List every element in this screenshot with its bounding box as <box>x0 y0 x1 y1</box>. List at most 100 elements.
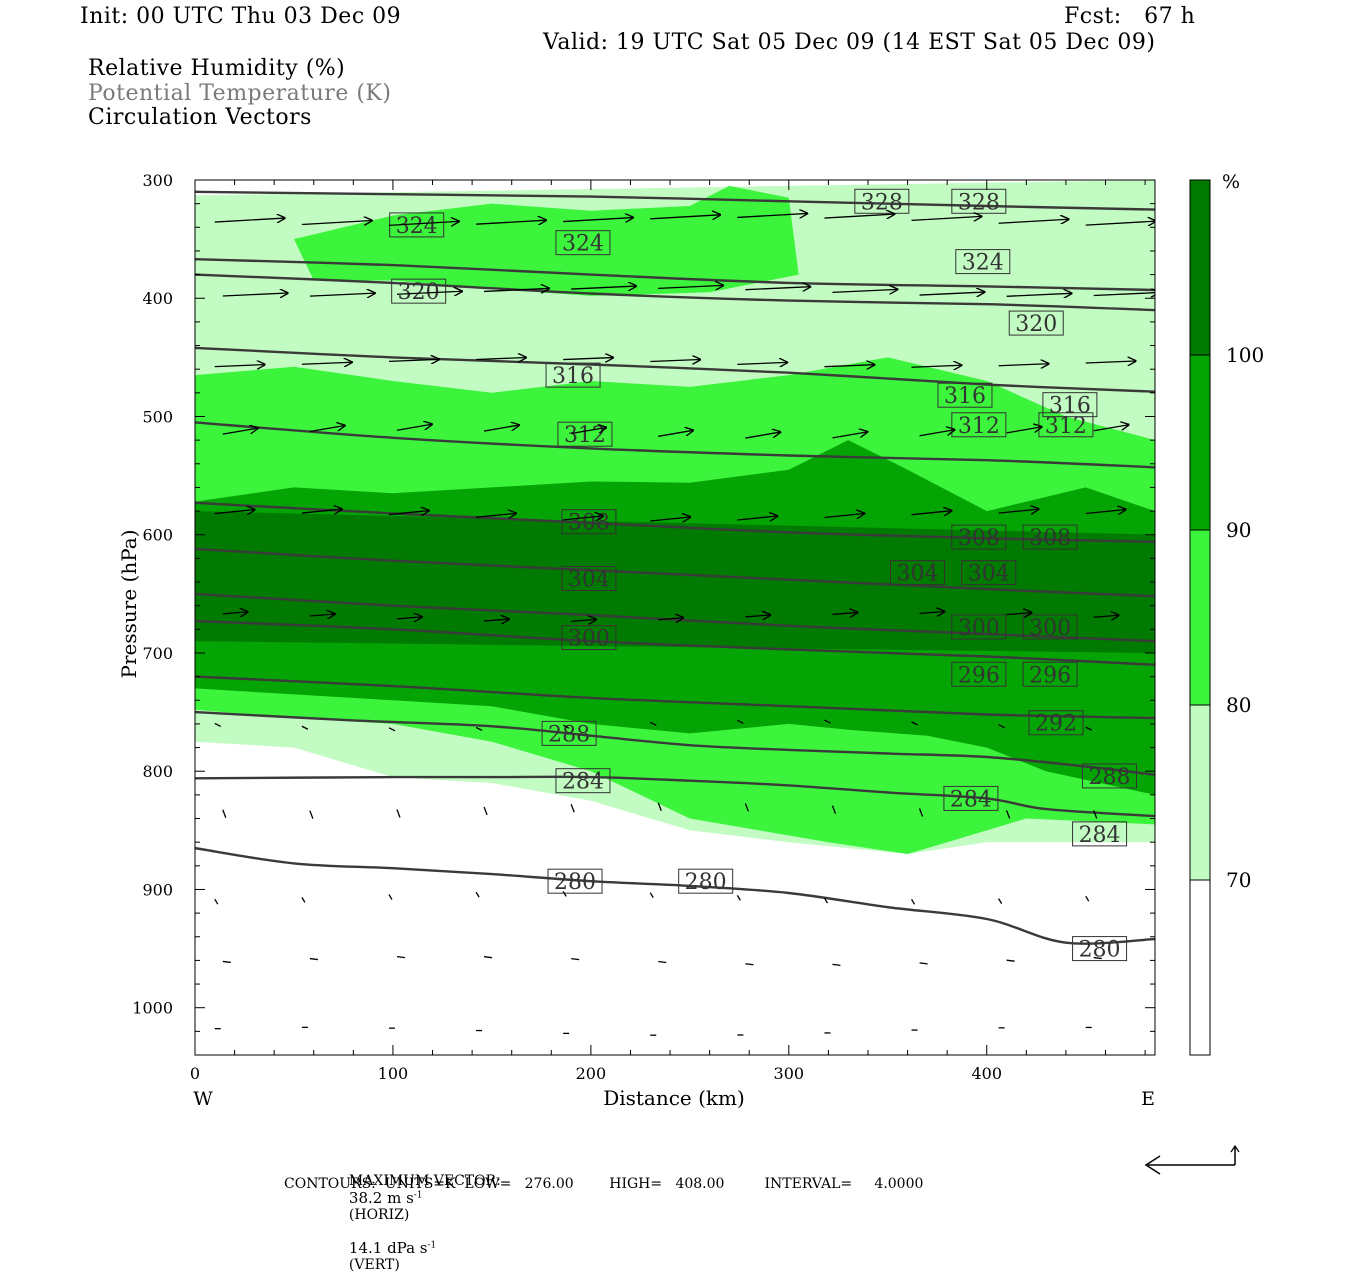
theta-label-304: 304 <box>961 560 1017 587</box>
theta-label-284: 284 <box>555 768 611 795</box>
theta-label-308: 308 <box>951 524 1007 551</box>
circulation-vector <box>650 517 690 521</box>
rh-region-100 <box>195 511 1155 653</box>
theta-label-304: 304 <box>889 560 945 587</box>
circulation-vector <box>214 898 219 905</box>
circulation-vector <box>745 432 780 439</box>
circulation-vector <box>396 956 406 959</box>
circulation-vector <box>1093 615 1119 617</box>
circulation-vector <box>658 960 667 964</box>
theta-contour-292 <box>195 675 1155 720</box>
circulation-vector <box>832 963 841 966</box>
theta-label-300: 300 <box>1022 614 1078 641</box>
svg-text:284: 284 <box>562 770 604 795</box>
circulation-vector <box>1006 810 1011 819</box>
svg-text:300: 300 <box>568 627 610 652</box>
svg-text:284: 284 <box>1079 823 1121 848</box>
colorbar-level-label: 100 <box>1226 343 1264 367</box>
circulation-vector <box>824 719 831 724</box>
circulation-vector <box>918 808 924 817</box>
circulation-vector <box>745 963 754 966</box>
circulation-vector <box>475 891 480 898</box>
circulation-vector <box>824 214 894 218</box>
theta-contour-328 <box>195 190 1155 211</box>
svg-text:328: 328 <box>861 190 903 215</box>
svg-text:300: 300 <box>1029 616 1071 641</box>
circulation-vector <box>571 286 636 289</box>
forecast-hour: Fcst: 67 h <box>1064 4 1196 29</box>
circulation-vector <box>1093 293 1155 296</box>
theta-label-316: 316 <box>1042 392 1098 419</box>
max-vector-vert-unit: (VERT) <box>348 1257 400 1273</box>
theta-label-288: 288 <box>1081 763 1137 790</box>
circulation-vector <box>911 511 952 515</box>
circulation-vector <box>476 220 546 224</box>
circulation-vector <box>737 362 787 364</box>
circulation-vector <box>998 219 1069 223</box>
circulation-vector <box>998 898 1003 904</box>
svg-text:316: 316 <box>944 384 986 409</box>
x-end-label-west: W <box>193 1088 213 1110</box>
max-vector-horiz-unit: (HORIZ) <box>348 1207 410 1223</box>
circulation-vector <box>388 894 393 900</box>
theta-contour-316 <box>195 346 1155 393</box>
theta-label-308: 308 <box>1022 524 1078 551</box>
svg-text:288: 288 <box>1088 765 1130 790</box>
circulation-vector <box>658 618 683 620</box>
plot-frame <box>194 179 1156 1056</box>
circulation-vector <box>1085 509 1126 513</box>
theta-label-296: 296 <box>951 661 1007 688</box>
svg-text:328: 328 <box>958 190 1000 215</box>
circulation-vector <box>744 803 749 812</box>
circulation-vector <box>483 956 493 959</box>
circulation-vector <box>562 891 567 897</box>
circulation-vector <box>649 892 654 899</box>
svg-text:288: 288 <box>548 722 590 747</box>
svg-text:308: 308 <box>958 526 1000 551</box>
circulation-vector <box>309 293 375 296</box>
valid-time: Valid: 19 UTC Sat 05 Dec 09 (14 EST Sat … <box>543 30 1156 55</box>
theta-label-316: 316 <box>545 362 601 389</box>
init-time: Init: 00 UTC Thu 03 Dec 09 <box>80 4 402 29</box>
circulation-vector <box>1006 427 1042 434</box>
circulation-vector <box>484 288 549 291</box>
circulation-vector <box>998 509 1039 513</box>
colorbar-segment <box>1189 529 1211 706</box>
circulation-vector <box>1093 956 1102 960</box>
circulation-vector <box>309 425 345 433</box>
circulation-vector <box>396 424 432 431</box>
theta-label-288: 288 <box>541 720 597 747</box>
circulation-vector <box>745 615 770 617</box>
circulation-vector <box>396 291 462 294</box>
colorbar-segment <box>1189 704 1211 881</box>
svg-text:304: 304 <box>568 567 610 592</box>
circulation-vector <box>657 802 662 811</box>
circulation-vector <box>737 719 744 724</box>
theta-label-328: 328 <box>951 188 1007 215</box>
max-vector-label: MAXIMUM VECTOR: <box>348 1173 501 1189</box>
circulation-vector <box>911 721 918 726</box>
circulation-vector <box>484 619 509 621</box>
circulation-vector <box>1085 895 1090 902</box>
theta-contour-288 <box>195 710 1155 776</box>
theta-label-328: 328 <box>854 188 910 215</box>
theta-label-316: 316 <box>937 382 993 409</box>
colorbar-segment <box>1189 354 1211 531</box>
circulation-vector <box>309 810 314 819</box>
y-tick-label: 500 <box>142 407 173 426</box>
circulation-vector <box>832 612 857 614</box>
theta-label-296: 296 <box>1022 661 1078 688</box>
circulation-vector <box>222 960 231 964</box>
svg-text:308: 308 <box>568 511 610 536</box>
x-end-label-east: E <box>1141 1088 1155 1110</box>
circulation-vector <box>571 427 606 435</box>
svg-text:324: 324 <box>396 214 438 239</box>
circulation-vector <box>570 803 575 813</box>
svg-text:304: 304 <box>896 562 938 587</box>
circulation-vector <box>214 218 285 222</box>
circulation-vector <box>388 359 439 361</box>
circulation-vector <box>831 805 837 814</box>
circulation-vector <box>649 721 657 726</box>
circulation-vector <box>658 285 723 288</box>
circulation-vector <box>301 509 342 513</box>
